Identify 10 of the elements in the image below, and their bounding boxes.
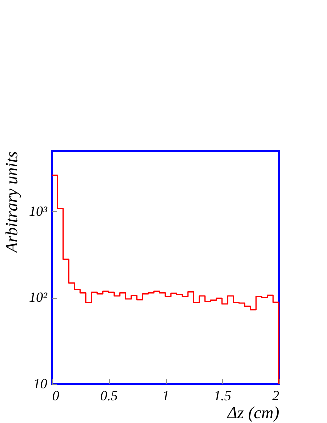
y-axis-title: Arbitrary units [2, 151, 22, 254]
x-tick-label: 1.5 [214, 390, 232, 404]
x-tick-label: 0 [52, 390, 60, 404]
y-tick-label: 10 [34, 378, 48, 392]
x-tick-label: 2 [272, 390, 280, 404]
x-axis-title: Δz (cm) [226, 404, 280, 422]
x-tick-label: 1 [162, 390, 170, 404]
x-tick-label: 0.5 [100, 390, 118, 404]
y-tick-label: 10³ [29, 204, 48, 220]
y-tick-label: 10² [29, 291, 48, 306]
